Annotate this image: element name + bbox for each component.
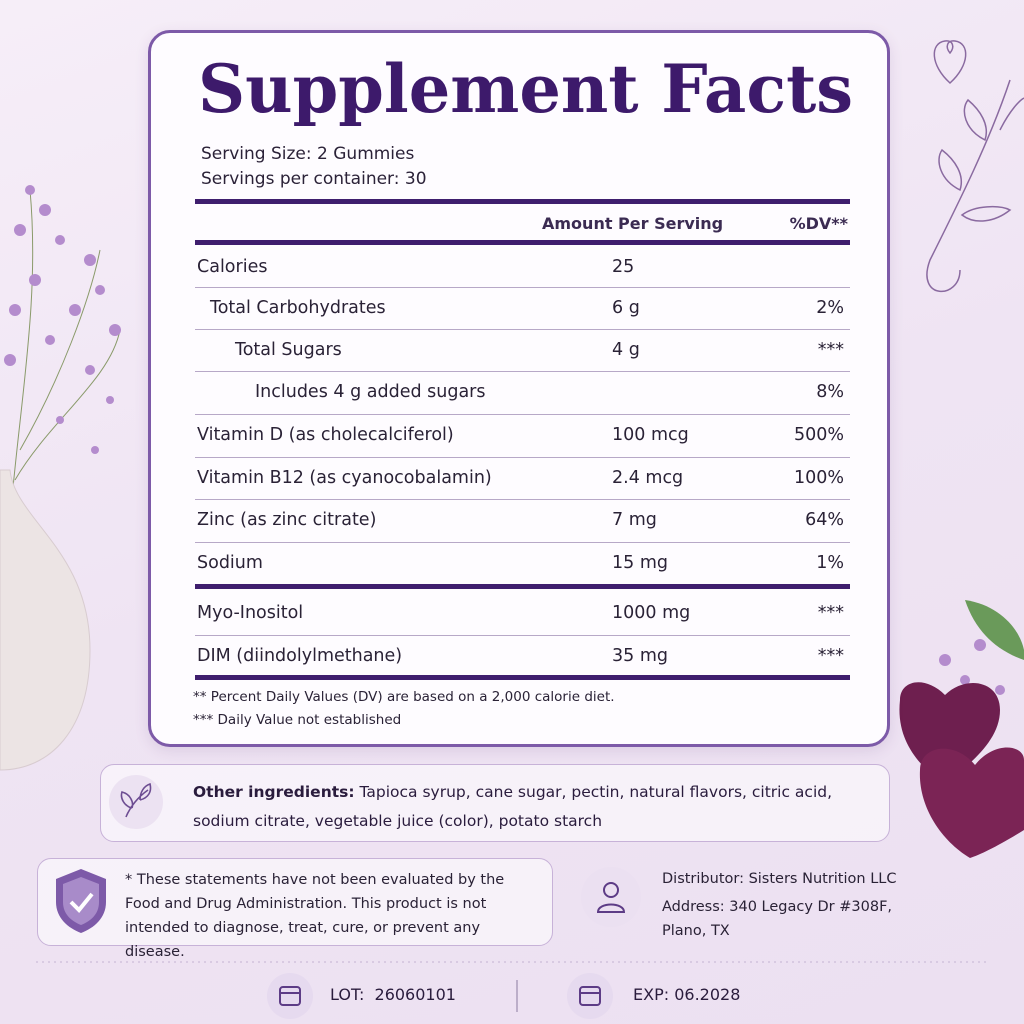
exp: EXP: 06.2028 xyxy=(633,985,740,1004)
nutrient-amount: 15 mg xyxy=(612,553,668,573)
rule xyxy=(195,371,850,372)
table-row: Includes 4 g added sugars 8% xyxy=(195,382,850,412)
rule xyxy=(195,329,850,330)
table-row: Calories 25 xyxy=(195,257,850,287)
disclaimer-box xyxy=(37,858,553,946)
nutrient-name: Vitamin B12 (as cyanocobalamin) xyxy=(197,468,492,488)
person-icon xyxy=(581,867,641,927)
nutrient-name: Includes 4 g added sugars xyxy=(255,382,486,402)
table-row: Myo-Inositol 1000 mg *** xyxy=(195,603,850,633)
table-row: DIM (diindolylmethane) 35 mg *** xyxy=(195,646,850,676)
table-row: Total Sugars 4 g *** xyxy=(195,340,850,370)
nutrient-amount: 35 mg xyxy=(612,646,668,666)
rule xyxy=(195,414,850,415)
rule xyxy=(195,287,850,288)
exp-value: 06.2028 xyxy=(674,985,741,1004)
nutrient-name: Total Sugars xyxy=(235,340,342,360)
table-row: Vitamin D (as cholecalciferol) 100 mcg 500… xyxy=(195,425,850,455)
nutrient-name: Total Carbohydrates xyxy=(210,298,386,318)
serving-size: Serving Size: 2 Gummies xyxy=(201,144,415,164)
leaf-icon xyxy=(109,775,163,829)
servings-per-container: Servings per container: 30 xyxy=(201,169,427,189)
nutrient-amount: 100 mcg xyxy=(612,425,689,445)
title-svg: Supplement Facts xyxy=(198,50,853,128)
footnote: *** Daily Value not established xyxy=(193,712,402,728)
nutrient-name: Zinc (as zinc citrate) xyxy=(197,510,377,530)
rule xyxy=(195,635,850,636)
rule xyxy=(195,240,850,245)
ingredients-box xyxy=(100,764,890,842)
exp-label: EXP: xyxy=(633,985,670,1004)
footnote: ** Percent Daily Values (DV) are based o… xyxy=(193,689,615,705)
nutrient-name: Sodium xyxy=(197,553,263,573)
nutrient-amount: 2.4 mcg xyxy=(612,468,684,488)
nutrient-dv: 500% xyxy=(793,425,844,445)
table-row: Total Carbohydrates 6 g 2% xyxy=(195,298,850,328)
ingredients-label: Other ingredients: xyxy=(193,783,355,801)
disclaimer: * These statements have not been evaluat… xyxy=(125,872,505,960)
nutrient-dv: 64% xyxy=(805,510,844,530)
shield-icon xyxy=(56,869,106,933)
ingredients: Other ingredients: Tapioca syrup, cane s… xyxy=(193,778,863,836)
nutrient-dv: 1% xyxy=(816,553,844,573)
nutrient-dv: 8% xyxy=(816,382,844,402)
nutrient-amount: 6 g xyxy=(612,298,640,318)
distributor-name: Distributor: Sisters Nutrition LLC xyxy=(662,871,897,887)
facts-card xyxy=(148,30,890,747)
nutrient-dv: *** xyxy=(817,603,844,623)
rule xyxy=(195,584,850,589)
lot: LOT: 26060101 xyxy=(330,985,456,1004)
rule xyxy=(195,199,850,204)
table-row: Zinc (as zinc citrate) 7 mg 64% xyxy=(195,510,850,540)
nutrient-dv: *** xyxy=(817,340,844,360)
calendar-icon xyxy=(567,973,613,1019)
nutrient-dv: 100% xyxy=(793,468,844,488)
rule xyxy=(195,542,850,543)
nutrient-amount: 4 g xyxy=(612,340,640,360)
table-header: Amount Per Serving %DV** xyxy=(195,214,850,244)
nutrient-amount: 1000 mg xyxy=(612,603,691,623)
lot-label: LOT: xyxy=(330,985,365,1004)
header-amount: Amount Per Serving xyxy=(542,214,724,233)
nutrient-dv: 2% xyxy=(816,298,844,318)
table-row: Vitamin B12 (as cyanocobalamin) 2.4 mcg 10… xyxy=(195,468,850,498)
rule xyxy=(195,457,850,458)
nutrient-name: DIM (diindolylmethane) xyxy=(197,646,403,666)
header-dv: %DV** xyxy=(789,214,848,233)
calendar-icon xyxy=(267,973,313,1019)
title: Supplement Facts xyxy=(198,50,853,128)
nutrient-dv: *** xyxy=(817,646,844,666)
ingredients-text: Tapioca syrup, cane sugar, pectin, natur… xyxy=(193,783,833,830)
rule xyxy=(195,675,850,680)
nutrient-amount: 7 mg xyxy=(612,510,657,530)
nutrient-name: Myo-Inositol xyxy=(197,603,304,623)
nutrient-name: Calories xyxy=(197,257,268,277)
table-row: Sodium 15 mg 1% xyxy=(195,553,850,583)
rule xyxy=(195,499,850,500)
distributor-address: Address: 340 Legacy Dr #308F, Plano, TX xyxy=(662,899,893,939)
nutrient-name: Vitamin D (as cholecalciferol) xyxy=(197,425,454,445)
nutrient-amount: 25 xyxy=(612,257,635,277)
lot-value: 26060101 xyxy=(374,985,456,1004)
